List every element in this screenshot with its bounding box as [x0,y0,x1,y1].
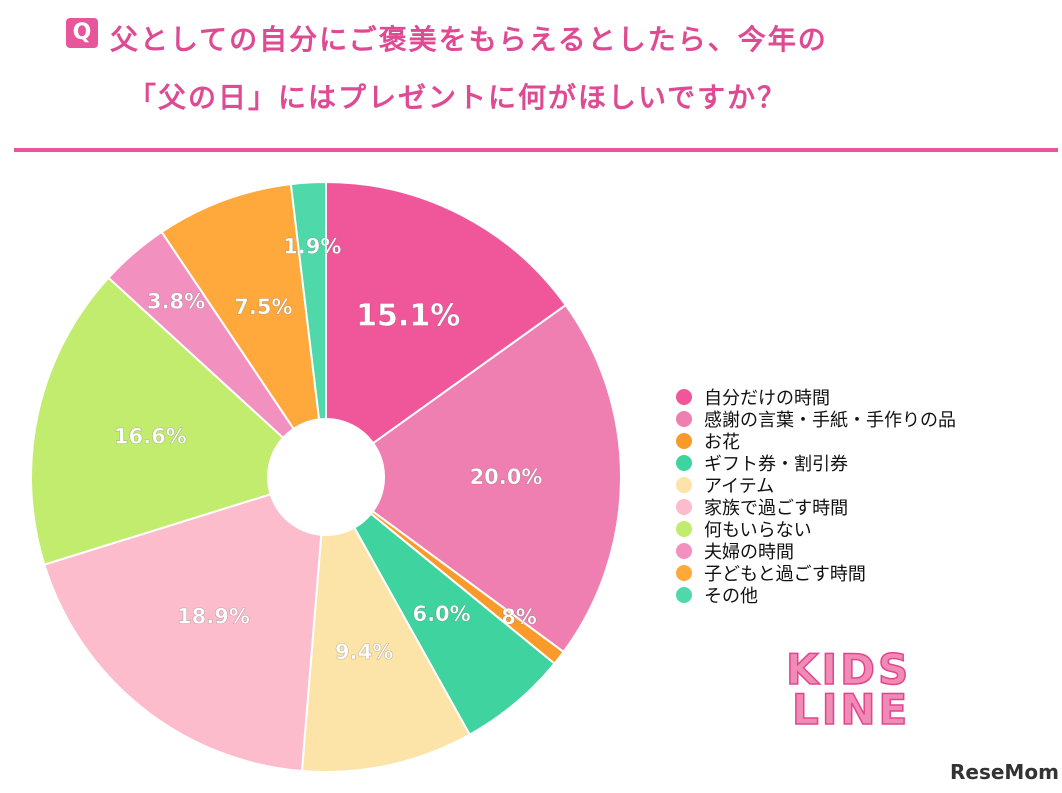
legend-swatch-9 [676,565,692,581]
legend-item-10: その他 [676,584,956,607]
slice-label-8: 3.8% [147,290,205,314]
slice-label-1: 15.1% [356,298,460,333]
legend-swatch-4 [676,455,692,471]
slice-label-9: 7.5% [234,295,292,319]
slice-label-10: 1.9% [283,234,341,258]
kids-line-logo-text-2: LINE [791,685,911,734]
legend-item-5: アイテム [676,474,956,497]
legend-item-6: 家族で過ごす時間 [676,496,956,519]
legend-swatch-10 [676,587,692,603]
chart-legend: 自分だけの時間 感謝の言葉・手紙・手作りの品 お花 ギフト券・割引券 アイテム 家族で過ご… [676,386,956,607]
legend-label-2: 感謝の言葉・手紙・手作りの品 [704,410,956,431]
kids-line-logo-text-1: KIDS [785,645,912,694]
pie-slice-9 [160,182,321,431]
kids-line-logo: KIDS LINE [746,645,912,734]
legend-item-8: 夫婦の時間 [676,540,956,563]
pie-slice-7 [30,276,285,566]
legend-swatch-6 [676,499,692,515]
legend-label-8: 夫婦の時間 [704,542,794,563]
legend-item-3: お花 [676,430,956,453]
legend-label-6: 家族で過ごす時間 [704,498,849,519]
legend-label-1: 自分だけの時間 [704,388,830,409]
legend-item-9: 子どもと過ごす時間 [676,562,956,585]
slice-label-2: 20.0% [470,465,543,489]
pie-slice-5 [300,526,472,773]
slice-label-6: 18.9% [177,604,250,628]
legend-label-3: お花 [704,432,740,453]
pie-slice-6 [43,492,323,773]
legend-swatch-5 [676,477,692,493]
legend-item-2: 感謝の言葉・手紙・手作りの品 [676,408,956,431]
legend-item-1: 自分だけの時間 [676,386,956,409]
legend-label-10: その他 [704,586,758,607]
pie-slice-10 [289,180,327,421]
slice-label-4: 6.0% [412,602,470,626]
legend-item-4: ギフト券・割引券 [676,452,956,475]
legend-swatch-7 [676,521,692,537]
legend-swatch-2 [676,411,692,427]
legend-swatch-1 [676,389,692,405]
resemom-logo: ReseMom [950,760,1059,784]
slice-label-7: 16.6% [114,425,187,449]
slice-label-5: 9.4% [335,640,393,664]
question-title-line-2: 「父の日」にはプレゼントに何がほしいですか？ [128,81,788,114]
title-divider [14,148,1058,152]
pie-slice-1 [325,180,568,445]
donut-chart: 15.1%20.0%0.8%6.0%9.4%18.9%16.6%3.8% 7.5%… [30,180,622,773]
legend-swatch-8 [676,543,692,559]
legend-label-5: アイテム [704,476,775,497]
legend-swatch-3 [676,433,692,449]
legend-item-7: 何もいらない [676,518,956,541]
pie-slice-2 [371,303,622,654]
legend-label-4: ギフト券・割引券 [704,454,848,475]
legend-label-7: 何もいらない [704,520,812,541]
legend-label-9: 子どもと過ごす時間 [704,564,866,585]
question-title-line-1: 父としての自分にご褒美をもらえるとしたら、今年の [110,23,828,56]
question-badge: Q [66,18,98,48]
